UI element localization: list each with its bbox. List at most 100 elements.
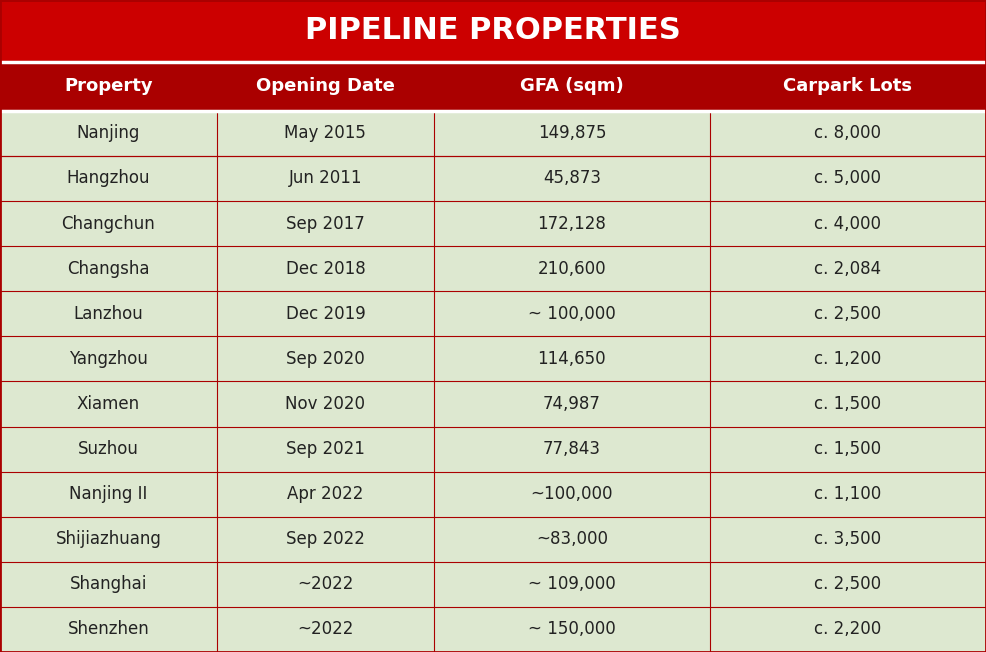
Text: c. 1,200: c. 1,200 xyxy=(814,350,881,368)
Bar xyxy=(0,111,217,156)
Text: Nov 2020: Nov 2020 xyxy=(285,395,366,413)
Text: Hangzhou: Hangzhou xyxy=(67,170,150,188)
Bar xyxy=(434,516,710,562)
Text: 74,987: 74,987 xyxy=(543,395,600,413)
Bar xyxy=(0,62,217,111)
Text: 210,600: 210,600 xyxy=(537,259,606,278)
Bar xyxy=(217,62,434,111)
Text: 45,873: 45,873 xyxy=(543,170,600,188)
Text: 114,650: 114,650 xyxy=(537,350,606,368)
Text: 172,128: 172,128 xyxy=(537,215,606,233)
Text: Property: Property xyxy=(64,78,153,95)
Text: Changchun: Changchun xyxy=(61,215,156,233)
Text: Apr 2022: Apr 2022 xyxy=(287,485,364,503)
Text: Nanjing: Nanjing xyxy=(77,125,140,142)
Bar xyxy=(217,381,434,426)
Bar xyxy=(434,156,710,201)
Bar xyxy=(434,562,710,607)
Text: Shenzhen: Shenzhen xyxy=(68,621,149,638)
Bar xyxy=(0,562,217,607)
Text: c. 2,500: c. 2,500 xyxy=(814,304,881,323)
Bar xyxy=(0,0,986,62)
Text: Dec 2019: Dec 2019 xyxy=(286,304,365,323)
Bar xyxy=(217,201,434,246)
Bar xyxy=(217,607,434,652)
Text: Sep 2021: Sep 2021 xyxy=(286,440,365,458)
Text: c. 1,100: c. 1,100 xyxy=(814,485,881,503)
Bar xyxy=(217,336,434,381)
Text: Shijiazhuang: Shijiazhuang xyxy=(55,530,162,548)
Text: c. 4,000: c. 4,000 xyxy=(814,215,881,233)
Text: ~ 109,000: ~ 109,000 xyxy=(528,575,615,593)
Bar xyxy=(217,291,434,336)
Bar xyxy=(434,201,710,246)
Text: PIPELINE PROPERTIES: PIPELINE PROPERTIES xyxy=(305,16,681,46)
Text: 77,843: 77,843 xyxy=(543,440,600,458)
Text: May 2015: May 2015 xyxy=(284,125,367,142)
Text: c. 5,000: c. 5,000 xyxy=(814,170,881,188)
Text: Xiamen: Xiamen xyxy=(77,395,140,413)
Text: ~83,000: ~83,000 xyxy=(535,530,608,548)
Text: Carpark Lots: Carpark Lots xyxy=(784,78,912,95)
Bar xyxy=(0,381,217,426)
Bar xyxy=(710,246,986,291)
Text: c. 2,500: c. 2,500 xyxy=(814,575,881,593)
Bar xyxy=(710,336,986,381)
Bar xyxy=(217,562,434,607)
Text: GFA (sqm): GFA (sqm) xyxy=(520,78,624,95)
Bar xyxy=(217,516,434,562)
Text: Yangzhou: Yangzhou xyxy=(69,350,148,368)
Bar xyxy=(710,111,986,156)
Text: ~100,000: ~100,000 xyxy=(530,485,613,503)
Text: Sep 2022: Sep 2022 xyxy=(286,530,365,548)
Bar xyxy=(710,291,986,336)
Bar xyxy=(0,336,217,381)
Text: c. 8,000: c. 8,000 xyxy=(814,125,881,142)
Text: ~ 150,000: ~ 150,000 xyxy=(528,621,615,638)
Bar xyxy=(710,426,986,471)
Bar xyxy=(710,607,986,652)
Bar xyxy=(710,62,986,111)
Text: Nanjing II: Nanjing II xyxy=(69,485,148,503)
Bar xyxy=(0,607,217,652)
Text: Opening Date: Opening Date xyxy=(256,78,394,95)
Bar xyxy=(217,156,434,201)
Bar xyxy=(0,426,217,471)
Bar xyxy=(434,111,710,156)
Text: 149,875: 149,875 xyxy=(537,125,606,142)
Bar xyxy=(434,471,710,516)
Text: c. 3,500: c. 3,500 xyxy=(814,530,881,548)
Bar xyxy=(0,516,217,562)
Text: Jun 2011: Jun 2011 xyxy=(289,170,362,188)
Text: Dec 2018: Dec 2018 xyxy=(286,259,365,278)
Text: Shanghai: Shanghai xyxy=(70,575,147,593)
Text: c. 2,200: c. 2,200 xyxy=(814,621,881,638)
Text: ~ 100,000: ~ 100,000 xyxy=(528,304,615,323)
Bar xyxy=(0,291,217,336)
Bar xyxy=(217,111,434,156)
Bar xyxy=(0,471,217,516)
Text: ~2022: ~2022 xyxy=(297,621,354,638)
Text: Lanzhou: Lanzhou xyxy=(74,304,143,323)
Bar xyxy=(217,426,434,471)
Bar xyxy=(434,381,710,426)
Bar xyxy=(434,607,710,652)
Bar xyxy=(434,62,710,111)
Bar xyxy=(217,246,434,291)
Text: Sep 2017: Sep 2017 xyxy=(286,215,365,233)
Bar xyxy=(0,246,217,291)
Bar xyxy=(434,246,710,291)
Bar xyxy=(434,336,710,381)
Bar xyxy=(710,516,986,562)
Bar xyxy=(710,562,986,607)
Text: c. 1,500: c. 1,500 xyxy=(814,395,881,413)
Text: Sep 2020: Sep 2020 xyxy=(286,350,365,368)
Bar xyxy=(434,291,710,336)
Text: c. 1,500: c. 1,500 xyxy=(814,440,881,458)
Bar xyxy=(0,156,217,201)
Bar xyxy=(710,471,986,516)
Bar xyxy=(710,201,986,246)
Bar xyxy=(434,426,710,471)
Bar xyxy=(710,381,986,426)
Bar xyxy=(710,156,986,201)
